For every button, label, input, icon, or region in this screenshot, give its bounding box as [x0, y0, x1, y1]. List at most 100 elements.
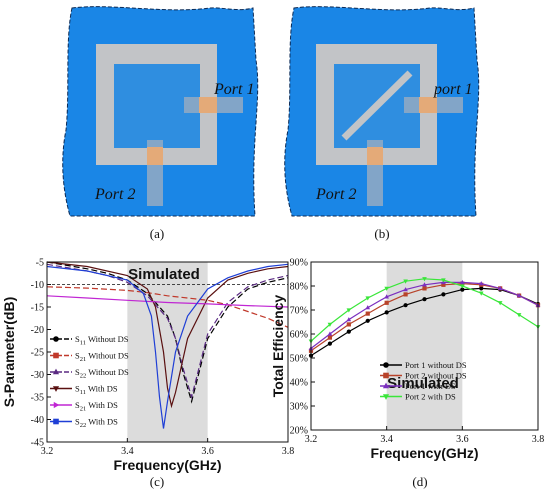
legend-label: S21 Without DS: [75, 351, 129, 364]
panel-label-a: (a): [150, 226, 164, 241]
data-point: [497, 285, 503, 291]
y-tick-label: 30%: [290, 402, 308, 413]
data-point: [365, 318, 370, 323]
x-tick-label: 3.4: [380, 434, 393, 445]
legend-marker: [52, 368, 60, 375]
data-point: [346, 317, 352, 322]
x-tick-label: 3.8: [282, 446, 295, 457]
x-tick-label: 3.8: [532, 434, 545, 445]
y-tick-label: -40: [31, 415, 44, 426]
y-tick-label: -35: [31, 393, 44, 404]
data-point: [403, 287, 408, 292]
series-3: [308, 279, 541, 351]
legend-label: Port 1 with DS: [405, 381, 456, 391]
y-tick-label: 50%: [290, 354, 308, 365]
legend-marker: [53, 401, 60, 409]
legend-label: S21 With DS: [75, 400, 118, 413]
x-tick-label: 3.4: [121, 446, 134, 457]
data-point: [460, 279, 465, 285]
x-tick-label: 3.6: [201, 446, 214, 457]
series-5: [46, 295, 289, 308]
port2-overlap-b: [367, 147, 383, 165]
legend-label: Port 2 with DS: [405, 392, 456, 402]
y-tick-label: -10: [31, 280, 44, 291]
y-tick-label: 90%: [290, 258, 308, 269]
data-point: [365, 305, 371, 310]
data-point: [422, 282, 427, 287]
data-point: [384, 286, 389, 291]
data-point: [479, 286, 484, 291]
data-point: [327, 322, 333, 327]
y-tick-label: 40%: [290, 378, 308, 389]
legend-marker: [53, 352, 59, 359]
series-2: [46, 286, 289, 328]
data-point: [497, 301, 503, 306]
data-point: [403, 303, 408, 308]
simulated-annotation: Simulated: [387, 375, 459, 392]
data-point: [441, 282, 446, 287]
y-tick-label: -15: [31, 303, 44, 314]
y-tick-label: -25: [31, 348, 44, 359]
y-tick-label: -20: [31, 325, 44, 336]
data-point: [384, 294, 389, 299]
data-point: [422, 297, 427, 302]
y-tick-label: 60%: [290, 330, 308, 341]
legend-marker: [52, 386, 60, 392]
legend-label: S22 Without DS: [75, 367, 129, 380]
data-point: [460, 284, 465, 289]
data-point: [327, 331, 333, 336]
legend: S11 Without DS S21 Without DS S22 Without …: [50, 334, 129, 429]
series-4: [46, 261, 289, 409]
x-axis-title: Frequency(GHz): [370, 445, 478, 461]
legend-marker: [383, 372, 389, 379]
data-point: [460, 287, 465, 292]
y-tick-label: -45: [31, 438, 44, 449]
data-point: [365, 311, 370, 316]
port1-label-b: port 1: [433, 81, 473, 98]
data-point: [422, 286, 427, 291]
x-axis-title: Frequency(GHz): [113, 457, 221, 473]
legend-marker: [53, 336, 59, 342]
series-line: [46, 286, 289, 328]
y-tick-label: -5: [36, 258, 44, 269]
series-line: [46, 263, 289, 429]
legend-label: Port 1 without DS: [405, 360, 467, 370]
data-point: [516, 313, 522, 318]
panel-label-c: (c): [150, 474, 164, 489]
data-point: [384, 300, 389, 305]
data-point: [516, 293, 522, 298]
defected-structure-b: [341, 70, 413, 141]
x-tick-label: 3.6: [456, 434, 469, 445]
antenna-a: Port 1 Port 2 (a): [62, 6, 259, 241]
legend-label: S11 Without DS: [75, 334, 129, 347]
y-tick-label: 80%: [290, 282, 308, 293]
data-point: [346, 308, 352, 313]
series-6: [46, 263, 289, 429]
y-axis-title: Total Efficiency: [270, 295, 286, 398]
series-line: [46, 295, 289, 308]
series-line: [46, 261, 289, 409]
s-parameter-chart: 3.2 3.4 3.6 3.8 -5 -10 -15 -20 -25 -30 -35 -40 -45 Fr…: [1, 258, 294, 474]
data-point: [422, 277, 427, 282]
y-tick-label: -30: [31, 370, 44, 381]
legend-label: S22 With DS: [75, 417, 118, 430]
data-point: [327, 335, 333, 340]
series-4: [308, 277, 541, 344]
port1-overlap-b: [419, 97, 437, 113]
data-point: [441, 292, 446, 297]
data-point: [403, 292, 408, 297]
port2-label-a: Port 2: [94, 186, 135, 203]
port1-overlap-a: [199, 97, 217, 113]
data-point: [365, 296, 371, 301]
legend-label: S11 With DS: [75, 384, 118, 397]
data-point: [346, 329, 351, 334]
port2-overlap-a: [147, 147, 163, 165]
series-line: [46, 261, 289, 404]
data-point: [478, 291, 484, 296]
x-tick-label: 3.2: [41, 446, 54, 457]
antenna-b: port 1 Port 2 (b): [284, 6, 480, 241]
legend-marker: [382, 394, 390, 400]
data-point: [327, 341, 333, 346]
